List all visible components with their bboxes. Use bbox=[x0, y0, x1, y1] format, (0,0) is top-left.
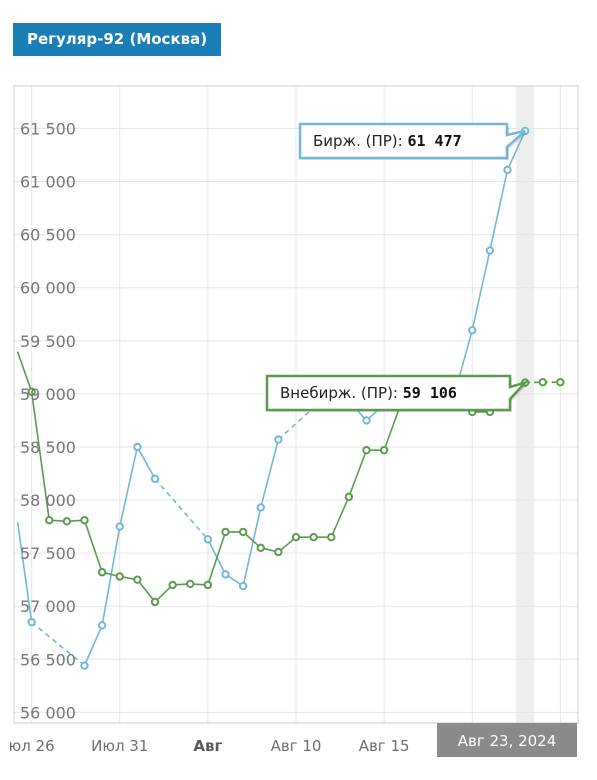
data-point[interactable] bbox=[133, 442, 142, 452]
chart-title: Регуляр-92 (Москва) bbox=[13, 23, 222, 56]
data-point[interactable] bbox=[115, 572, 124, 581]
y-tick-label: 56 500 bbox=[20, 650, 76, 669]
y-tick-label: 60 500 bbox=[20, 226, 76, 245]
data-point[interactable] bbox=[485, 246, 495, 255]
series-segment bbox=[83, 625, 103, 666]
series-segment bbox=[83, 519, 103, 573]
data-point[interactable] bbox=[45, 516, 54, 525]
y-tick-label: 59 500 bbox=[20, 332, 76, 351]
series-segment bbox=[242, 507, 262, 587]
data-point[interactable] bbox=[97, 621, 107, 630]
tooltip-value: 61 477 bbox=[407, 132, 461, 150]
series-segment bbox=[259, 439, 280, 508]
data-point[interactable] bbox=[344, 492, 354, 502]
x-tick-label: Авг 15 bbox=[359, 737, 410, 755]
data-point[interactable] bbox=[27, 387, 36, 396]
series-segment bbox=[471, 250, 491, 331]
tooltip-label: Внебирж. (ПР): 59 106 bbox=[280, 384, 457, 402]
series-segment bbox=[154, 478, 209, 540]
series-segment bbox=[30, 391, 51, 521]
series-lead-in bbox=[16, 522, 33, 623]
y-tick-label: 61 000 bbox=[20, 173, 76, 192]
data-point[interactable] bbox=[379, 445, 389, 455]
data-point[interactable] bbox=[256, 503, 265, 512]
x-tick-label: Июл 31 bbox=[91, 737, 148, 755]
crosshair-date-label: Авг 23, 2024 bbox=[437, 723, 577, 757]
data-point[interactable] bbox=[221, 570, 230, 579]
data-point[interactable] bbox=[291, 533, 301, 542]
series-segment bbox=[31, 621, 86, 667]
series-segment bbox=[207, 531, 227, 586]
data-point[interactable] bbox=[362, 445, 371, 455]
series-segment bbox=[489, 169, 509, 251]
series-2 bbox=[16, 351, 565, 607]
data-point[interactable] bbox=[274, 435, 283, 444]
series-segment bbox=[101, 526, 121, 626]
data-point[interactable] bbox=[80, 516, 89, 525]
data-point[interactable] bbox=[468, 325, 477, 335]
y-tick-label: 57 500 bbox=[20, 544, 76, 563]
data-point[interactable] bbox=[203, 535, 213, 544]
data-point[interactable] bbox=[186, 579, 195, 589]
x-tick-label: Авг 10 bbox=[271, 737, 322, 755]
plot-border bbox=[13, 85, 579, 724]
data-point[interactable] bbox=[203, 580, 213, 590]
crosshair-label-text: Авг 23, 2024 bbox=[458, 732, 557, 750]
y-tick-label: 60 000 bbox=[20, 279, 76, 298]
data-point[interactable] bbox=[168, 580, 177, 590]
series-segment bbox=[118, 446, 139, 527]
tooltip-2: Внебирж. (ПР): 59 106 bbox=[265, 374, 530, 412]
tooltip-label: Бирж. (ПР): 61 477 bbox=[313, 132, 462, 150]
x-tick-label: Авг bbox=[193, 737, 222, 755]
x-tick-label: юл 26 bbox=[9, 737, 55, 755]
data-point[interactable] bbox=[274, 547, 283, 557]
data-point[interactable] bbox=[27, 617, 36, 627]
data-point[interactable] bbox=[556, 378, 565, 387]
series-segment bbox=[136, 579, 156, 603]
tooltip-box bbox=[298, 122, 526, 160]
data-point[interactable] bbox=[238, 581, 248, 591]
y-tick-label: 57 000 bbox=[20, 597, 76, 616]
series-segment bbox=[136, 446, 156, 480]
series-segment bbox=[348, 449, 368, 498]
data-point[interactable] bbox=[62, 517, 72, 526]
y-tick-label: 59 000 bbox=[20, 385, 76, 404]
crosshair-band bbox=[516, 86, 535, 723]
data-point[interactable] bbox=[362, 416, 371, 425]
series-segment bbox=[277, 391, 332, 441]
y-tick-label: 56 000 bbox=[20, 703, 76, 722]
y-tick-label: 58 000 bbox=[20, 491, 76, 510]
data-point[interactable] bbox=[327, 533, 336, 542]
data-point[interactable] bbox=[115, 522, 124, 531]
series-segment bbox=[506, 130, 526, 171]
data-point[interactable] bbox=[503, 165, 512, 175]
series-lead-in bbox=[16, 351, 33, 393]
data-point[interactable] bbox=[150, 597, 160, 607]
y-tick-label: 61 500 bbox=[20, 119, 76, 138]
data-point[interactable] bbox=[309, 533, 318, 542]
data-point[interactable] bbox=[150, 474, 160, 484]
data-point[interactable] bbox=[238, 527, 248, 537]
series-segment bbox=[330, 496, 350, 538]
data-point[interactable] bbox=[97, 568, 107, 577]
tooltip-value: 59 106 bbox=[403, 384, 457, 402]
data-point[interactable] bbox=[538, 378, 547, 387]
data-point[interactable] bbox=[80, 661, 89, 670]
y-tick-label: 58 500 bbox=[20, 438, 76, 457]
data-point[interactable] bbox=[221, 527, 230, 537]
crosshair-label-bg bbox=[437, 723, 577, 757]
tooltip-box bbox=[265, 374, 530, 412]
tooltip-1: Бирж. (ПР): 61 477 bbox=[298, 122, 528, 160]
data-point[interactable] bbox=[133, 575, 142, 584]
data-point[interactable] bbox=[256, 543, 265, 553]
